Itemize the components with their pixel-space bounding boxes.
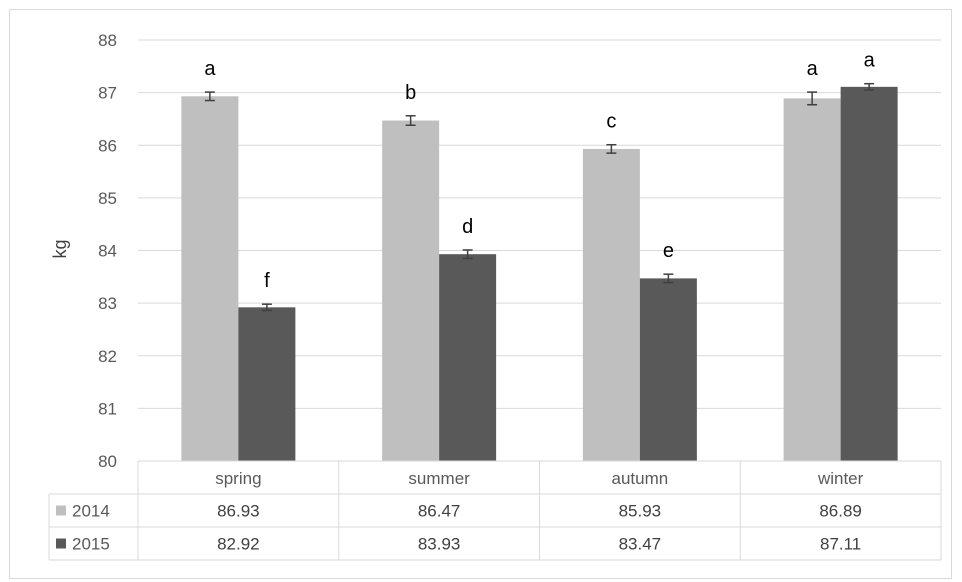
significance-letter-2014-spring: a xyxy=(204,58,216,80)
data-label-2015-summer: 83.93 xyxy=(418,535,461,554)
legend-label-2015: 2015 xyxy=(72,535,110,554)
data-label-2014-summer: 86.47 xyxy=(418,502,461,521)
category-label-winter: winter xyxy=(817,469,864,488)
data-label-2015-autumn: 83.47 xyxy=(619,535,662,554)
error-bars xyxy=(204,82,875,312)
y-tick-label: 85 xyxy=(98,189,117,208)
bars xyxy=(181,86,898,462)
bar-2014-summer xyxy=(382,120,440,462)
bar-2015-winter xyxy=(840,86,898,462)
data-label-2014-spring: 86.93 xyxy=(217,502,260,521)
category-label-autumn: autumn xyxy=(612,469,669,488)
significance-letter-2015-winter: a xyxy=(864,50,876,72)
significance-letter-2014-summer: b xyxy=(405,82,416,104)
y-tick-label: 83 xyxy=(98,294,117,313)
y-tick-label: 88 xyxy=(98,31,117,50)
y-tick-label: 86 xyxy=(98,136,117,155)
bar-2015-spring xyxy=(238,307,296,461)
y-tick-label: 82 xyxy=(98,347,117,366)
y-tick-label: 81 xyxy=(98,399,117,418)
significance-letter-2014-autumn: c xyxy=(606,111,616,133)
y-axis-ticks: 80 81 82 83 84 85 86 87 88 xyxy=(98,31,117,471)
significance-letter-2015-autumn: e xyxy=(663,240,674,262)
data-table: spring summer autumn winter 2014 86.93 86.47 85… xyxy=(48,460,942,561)
category-label-summer: summer xyxy=(408,469,470,488)
legend-key-2015 xyxy=(56,538,66,549)
data-label-2015-winter: 87.11 xyxy=(820,535,861,554)
significance-letters: a f b d c e a a xyxy=(204,50,875,292)
significance-letter-2015-summer: d xyxy=(462,216,473,238)
y-tick-label: 80 xyxy=(98,452,117,471)
legend-key-2014 xyxy=(56,505,66,516)
significance-letter-2014-winter: a xyxy=(807,58,819,80)
data-label-2014-autumn: 85.93 xyxy=(619,502,662,521)
y-tick-label: 84 xyxy=(98,242,117,261)
bar-2014-winter xyxy=(783,98,841,461)
data-label-2015-spring: 82.92 xyxy=(217,535,260,554)
significance-letter-2015-spring: f xyxy=(264,270,270,292)
y-tick-label: 87 xyxy=(98,84,117,103)
category-label-spring: spring xyxy=(215,469,261,488)
bar-2014-spring xyxy=(181,96,239,461)
y-axis-title: kg xyxy=(50,239,70,258)
bar-2014-autumn xyxy=(582,148,640,461)
bar-2015-summer xyxy=(439,254,497,461)
data-label-2014-winter: 86.89 xyxy=(819,502,862,521)
bar-2015-autumn xyxy=(639,278,697,461)
legend-label-2014: 2014 xyxy=(72,502,110,521)
